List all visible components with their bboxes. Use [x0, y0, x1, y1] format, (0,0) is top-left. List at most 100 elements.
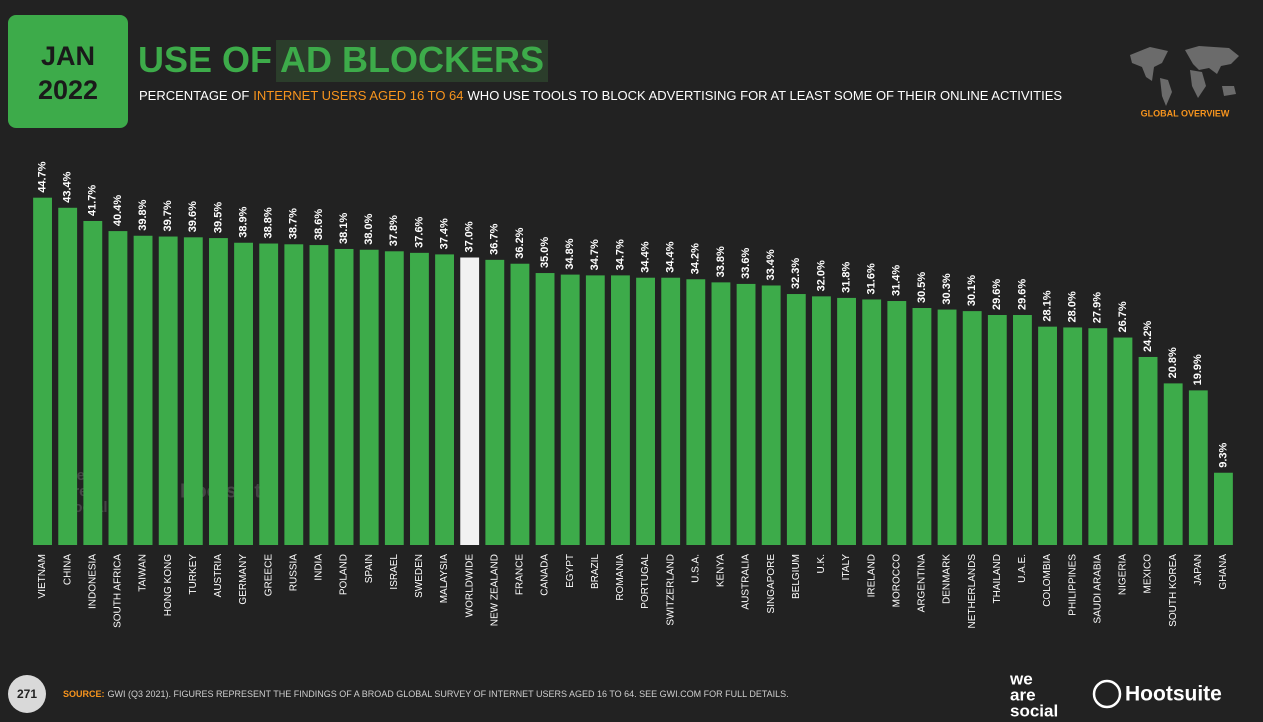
- subtitle-part: PERCENTAGE OF: [139, 88, 249, 103]
- logo-hootsuite: Hootsuite: [1125, 683, 1222, 706]
- category-label: BRAZIL: [590, 554, 601, 589]
- subtitle-part: INTERNET USERS AGED 16 TO 64: [253, 88, 463, 103]
- value-label: 41.7%: [87, 185, 99, 216]
- category-label: JAPAN: [1193, 554, 1204, 586]
- value-label: 39.5%: [212, 202, 224, 233]
- bar: [611, 275, 630, 545]
- bar: [83, 220, 103, 545]
- bar: [435, 254, 454, 546]
- value-label: 38.0%: [363, 213, 375, 244]
- bar: [384, 251, 404, 545]
- bar: [887, 301, 907, 545]
- page-badge: [8, 675, 46, 713]
- source: SOURCE: GWI (Q3 2021). FIGURES REPRESENT …: [63, 689, 789, 699]
- bar: [661, 277, 681, 545]
- bar: [309, 245, 329, 545]
- category-label: DENMARK: [942, 554, 953, 604]
- bar: [1063, 327, 1083, 545]
- category-label: FRANCE: [515, 554, 526, 595]
- value-label: 37.6%: [413, 216, 425, 247]
- bar: [133, 235, 153, 545]
- category-label: NIGERIA: [1118, 554, 1129, 595]
- bar: [234, 242, 253, 545]
- bar: [259, 243, 279, 546]
- category-label: KENYA: [716, 554, 727, 587]
- logo-owl: [1092, 679, 1122, 709]
- bar: [636, 277, 655, 545]
- title-lead: USE OF: [138, 39, 271, 80]
- value-label: 28.1%: [1041, 290, 1053, 321]
- category-label: THAILAND: [992, 554, 1003, 603]
- value-label: 36.2%: [514, 227, 526, 258]
- value-label: 20.8%: [1167, 347, 1179, 378]
- category-label: PHILIPPINES: [1067, 554, 1078, 616]
- badge: GLOBAL OVERVIEW: [1141, 108, 1230, 118]
- category-label: ITALY: [841, 554, 852, 581]
- subtitle: PERCENTAGE OF INTERNET USERS AGED 16 TO 6…: [139, 88, 1062, 103]
- bar: [560, 274, 580, 545]
- value-label: 38.9%: [237, 206, 249, 237]
- bar: [535, 273, 555, 545]
- value-label: 29.6%: [1016, 279, 1028, 310]
- bar: [1113, 337, 1133, 545]
- value-label: 39.7%: [162, 200, 174, 231]
- value-label: 33.4%: [765, 249, 777, 280]
- value-label: 30.1%: [966, 275, 978, 306]
- category-label: IRELAND: [866, 554, 877, 597]
- bar: [284, 244, 304, 545]
- bar: [183, 237, 203, 546]
- category-label: INDONESIA: [87, 554, 98, 609]
- subtitle-part: WHO USE TOOLS TO BLOCK ADVERTISING FOR A…: [468, 88, 1063, 103]
- bar: [937, 309, 957, 545]
- value-label: 24.2%: [1142, 321, 1154, 352]
- bar: [158, 236, 178, 545]
- bar: [837, 297, 856, 545]
- bar: [108, 231, 128, 546]
- category-label: SWITZERLAND: [665, 554, 676, 626]
- value-label: 38.6%: [313, 209, 325, 240]
- logo-text: are: [1010, 685, 1036, 704]
- value-label: 37.4%: [438, 218, 450, 249]
- category-label: MEXICO: [1143, 554, 1154, 594]
- bar: [812, 296, 831, 545]
- bar: [510, 263, 530, 545]
- bar: [987, 315, 1007, 545]
- value-label: 44.7%: [36, 161, 48, 192]
- source-text: GWI (Q3 2021). FIGURES REPRESENT THE FIN…: [108, 689, 789, 699]
- category-label: CHINA: [62, 554, 73, 585]
- value-label: 27.9%: [1092, 292, 1104, 323]
- value-label: 34.2%: [690, 243, 702, 274]
- bar: [862, 299, 882, 545]
- value-label: 31.6%: [866, 263, 878, 294]
- value-label: 37.8%: [388, 215, 400, 246]
- value-label: 39.8%: [137, 199, 149, 230]
- bar: [761, 285, 781, 545]
- bar: [1188, 390, 1208, 545]
- category-label: VIETNAM: [37, 554, 48, 598]
- value-label: 34.7%: [589, 239, 601, 270]
- category-label: MOROCCO: [891, 554, 902, 608]
- value-label: 33.8%: [715, 246, 727, 277]
- value-label: 32.0%: [815, 260, 827, 291]
- value-label: 30.5%: [916, 272, 928, 303]
- logo-text: social: [1010, 701, 1058, 720]
- value-label: 35.0%: [539, 237, 551, 268]
- category-label: BELGIUM: [791, 554, 802, 599]
- category-label: U.S.A.: [690, 554, 701, 583]
- category-label: MALAYSIA: [439, 554, 450, 604]
- value-label: 28.0%: [1067, 291, 1079, 322]
- category-label: PORTUGAL: [640, 554, 651, 609]
- value-label: 38.7%: [288, 208, 300, 239]
- category-label: SOUTH KOREA: [1168, 554, 1179, 627]
- bar: [33, 197, 52, 545]
- bar: [1163, 383, 1183, 545]
- value-label: 31.8%: [840, 262, 852, 293]
- category-label: U.A.E.: [1017, 554, 1028, 583]
- bar: [736, 283, 756, 545]
- category-label: ISRAEL: [389, 554, 400, 590]
- category-label: ARGENTINA: [917, 554, 928, 613]
- category-label: POLAND: [339, 554, 350, 595]
- value-label: 34.8%: [564, 238, 576, 269]
- title: USE OF AD BLOCKERS: [138, 39, 544, 80]
